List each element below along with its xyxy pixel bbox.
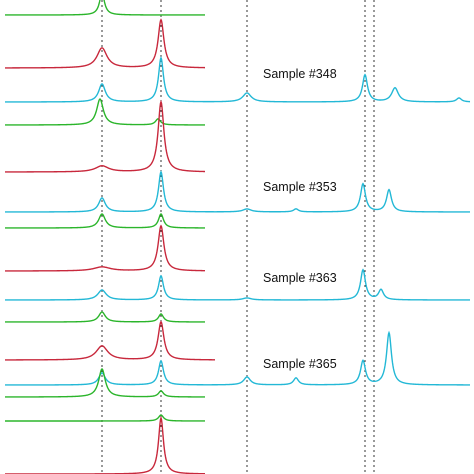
spectrum-line-1 xyxy=(5,18,206,69)
spectrum-curves xyxy=(4,0,471,474)
sample-labels: Sample #348 Sample #353 Sample #363 Samp… xyxy=(263,67,337,371)
spectrum-line-12 xyxy=(5,368,205,398)
sample-label-353: Sample #353 xyxy=(263,180,337,194)
spectrum-line-8 xyxy=(5,268,470,301)
reference-lines xyxy=(101,0,375,474)
spectrum-line-4 xyxy=(5,99,206,173)
spectrum-line-13 xyxy=(5,415,206,474)
spectrum-line-6 xyxy=(5,213,205,229)
spectrum-line-9 xyxy=(5,311,205,323)
spectrum-line-14 xyxy=(5,414,205,422)
sample-label-363: Sample #363 xyxy=(263,271,337,285)
spectrum-line-7 xyxy=(4,224,206,272)
spectrum-line-5 xyxy=(5,170,470,213)
spectrum-line-0 xyxy=(5,0,205,16)
spectrum-line-2 xyxy=(5,56,471,103)
spectrum-line-3 xyxy=(5,98,205,126)
sample-label-348: Sample #348 xyxy=(263,67,337,81)
spectrum-line-10 xyxy=(5,320,216,361)
spectrum-line-11 xyxy=(5,330,470,386)
sample-label-365: Sample #365 xyxy=(263,357,337,371)
